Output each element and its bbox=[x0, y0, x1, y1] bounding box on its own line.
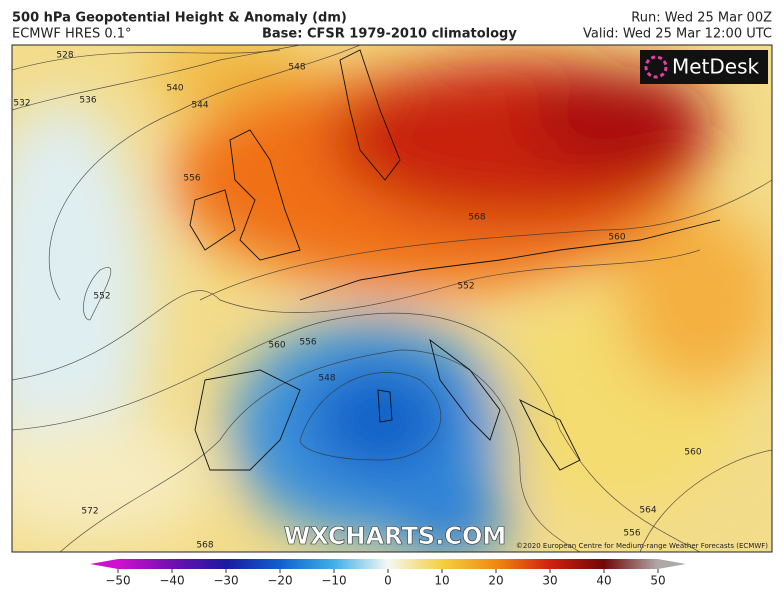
colorbar-tick-label: 50 bbox=[650, 574, 665, 588]
map-frame bbox=[11, 44, 773, 553]
colorbar-tick-label: −10 bbox=[321, 574, 346, 588]
contour-label: 552 bbox=[457, 282, 474, 292]
contour-label: 560 bbox=[268, 341, 285, 351]
colorbar: −50 −40 −30 −20 −10 0 10 20 30 40 50 bbox=[90, 559, 686, 588]
contour-label: 560 bbox=[608, 233, 625, 243]
logo: MetDesk bbox=[672, 55, 760, 79]
colorbar-bar bbox=[118, 559, 658, 569]
map-field: 528 532 536 540 544 548 556 552 568 560 552 560 556 5… bbox=[12, 45, 772, 552]
contour-label: 544 bbox=[191, 101, 208, 111]
contour-label: 568 bbox=[468, 213, 485, 223]
colorbar-tick-label: −50 bbox=[105, 574, 130, 588]
contour-label: 528 bbox=[56, 51, 73, 61]
colorbar-end bbox=[658, 559, 686, 569]
contour-label: 556 bbox=[183, 174, 200, 184]
colorbar-end bbox=[90, 559, 118, 569]
run: Run: Wed 25 Mar 00Z bbox=[631, 11, 772, 26]
contour-label: 564 bbox=[639, 506, 656, 516]
colorbar-tick-label: −20 bbox=[267, 574, 292, 588]
colorbar-tick-label: 40 bbox=[596, 574, 611, 588]
valid: Valid: Wed 25 Mar 12:00 UTC bbox=[583, 27, 772, 42]
contour-label: 552 bbox=[93, 292, 110, 302]
copyright: ©2020 European Centre for Medium-range W… bbox=[516, 542, 768, 550]
colorbar-tick-label: 10 bbox=[434, 574, 449, 588]
model: ECMWF HRES 0.1° bbox=[12, 27, 132, 42]
base: Base: CFSR 1979-2010 climatology bbox=[262, 27, 517, 42]
contour-label: 548 bbox=[318, 374, 335, 384]
contour-label: 556 bbox=[623, 529, 640, 539]
logo-box bbox=[640, 50, 768, 84]
colorbar-tick-label: −30 bbox=[213, 574, 238, 588]
contour-label: 540 bbox=[166, 84, 183, 94]
logo-icon bbox=[644, 55, 668, 79]
colorbar-tick-label: 0 bbox=[384, 574, 392, 588]
colorbar-tick-label: −40 bbox=[159, 574, 184, 588]
contour-label: 536 bbox=[79, 96, 96, 106]
contour-label: 560 bbox=[684, 448, 701, 458]
title: 500 hPa Geopotential Height & Anomaly (d… bbox=[12, 11, 347, 26]
contour-label: 548 bbox=[288, 63, 305, 73]
contour-label: 556 bbox=[299, 338, 316, 348]
colorbar-tick-label: 20 bbox=[488, 574, 503, 588]
contour-label: 568 bbox=[196, 541, 213, 551]
watermark: WXCHARTS.COM bbox=[284, 522, 506, 550]
contour-label: 532 bbox=[13, 99, 30, 109]
colorbar-tick-label: 30 bbox=[542, 574, 557, 588]
contour-label: 572 bbox=[81, 507, 98, 517]
